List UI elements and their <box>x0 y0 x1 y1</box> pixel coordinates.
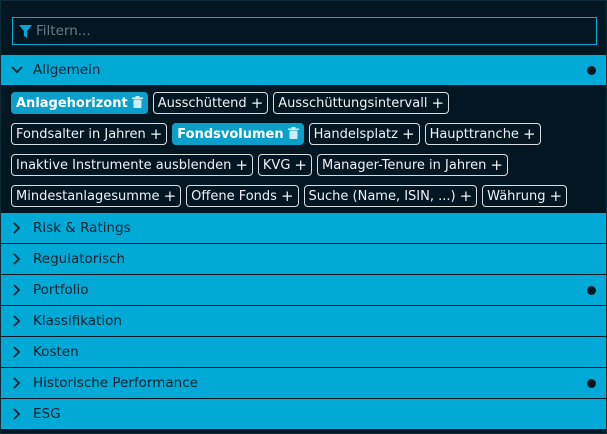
plus-icon[interactable]: + <box>431 93 445 112</box>
section-label: Portfolio <box>33 282 89 298</box>
plus-icon[interactable]: + <box>549 186 563 205</box>
section-label: Klassifikation <box>33 313 122 329</box>
section-label: Regulatorisch <box>33 251 126 267</box>
section-header-klassifikation[interactable]: Klassifikation <box>1 306 606 337</box>
chip-label: Haupttranche <box>429 126 519 142</box>
chevron-down-icon <box>11 64 25 76</box>
chip-label: Fondsvolumen <box>177 126 284 142</box>
chip-label: Anlagehorizont <box>16 95 128 111</box>
section-header-regulatorisch[interactable]: Regulatorisch <box>1 244 606 275</box>
section-header-historische-performance[interactable]: Historische Performance <box>1 368 606 399</box>
filter-chip-suche-name-isin[interactable]: Suche (Name, ISIN, ...) + <box>303 185 478 207</box>
section-header-kosten[interactable]: Kosten <box>1 337 606 368</box>
filter-chip-inaktive-instrumente-ausblenden[interactable]: Inaktive Instrumente ausblenden + <box>11 154 253 176</box>
chevron-right-icon <box>11 315 25 327</box>
chevron-right-icon <box>11 253 25 265</box>
trash-icon[interactable] <box>131 95 143 111</box>
filter-chip-handelsplatz[interactable]: Handelsplatz + <box>308 123 420 145</box>
chip-label: KVG <box>262 157 291 173</box>
filter-chips: Anlagehorizont Ausschüttend + Ausschüttungs… <box>1 86 606 213</box>
section-header-portfolio[interactable]: Portfolio <box>1 275 606 306</box>
chip-label: Manager-Tenure in Jahren <box>321 157 487 173</box>
filter-chip-haupttranche[interactable]: Haupttranche + <box>424 123 541 145</box>
filter-chip-mindestanlagesumme[interactable]: Mindestanlagesumme + <box>11 185 182 207</box>
filter-chip-fondsvolumen[interactable]: Fondsvolumen <box>172 123 304 145</box>
plus-icon[interactable]: + <box>490 155 503 174</box>
plus-icon[interactable]: + <box>294 155 307 174</box>
plus-icon[interactable]: + <box>235 155 248 174</box>
filter-chip-offene-fonds[interactable]: Offene Fonds + <box>186 185 299 207</box>
plus-icon[interactable]: + <box>401 124 415 143</box>
filter-chip-manager-tenure-in-jahren[interactable]: Manager-Tenure in Jahren + <box>316 154 508 176</box>
chevron-right-icon <box>11 284 25 296</box>
plus-icon[interactable]: + <box>163 186 177 205</box>
filter-chip-ausschüttungsintervall[interactable]: Ausschüttungsintervall + <box>273 92 450 114</box>
filter-icon <box>19 24 32 38</box>
section-label: Kosten <box>33 344 79 360</box>
filter-chip-währung[interactable]: Währung + <box>482 185 568 207</box>
chip-label: Ausschüttend <box>157 95 247 111</box>
chip-label: Währung <box>487 188 546 204</box>
trash-icon[interactable] <box>287 126 299 142</box>
chip-label: Mindestanlagesumme <box>16 188 160 204</box>
plus-icon[interactable]: + <box>280 186 294 205</box>
filter-input[interactable] <box>36 23 596 39</box>
plus-icon[interactable]: + <box>459 186 473 205</box>
filter-category-list: Allgemein Anlagehorizont Ausschüttend + Auss… <box>1 55 606 430</box>
plus-icon[interactable]: + <box>522 124 536 143</box>
section-header-esg[interactable]: ESG <box>1 399 606 430</box>
active-filter-indicator <box>587 286 596 295</box>
active-filter-indicator <box>587 379 596 388</box>
section-label: Risk & Ratings <box>33 220 131 236</box>
chevron-right-icon <box>11 377 25 389</box>
chip-label: Ausschüttungsintervall <box>278 95 428 111</box>
chip-label: Handelsplatz <box>313 126 398 142</box>
filter-chip-fondsalter-in-jahren[interactable]: Fondsalter in Jahren + <box>11 123 168 145</box>
chevron-right-icon <box>11 222 25 234</box>
chip-label: Inaktive Instrumente ausblenden <box>16 157 232 173</box>
filter-chip-ausschüttend[interactable]: Ausschüttend + <box>152 92 269 114</box>
chevron-right-icon <box>11 408 25 420</box>
section-header-risk-ratings[interactable]: Risk & Ratings <box>1 213 606 244</box>
active-filter-indicator <box>587 66 596 75</box>
filter-chip-kvg[interactable]: KVG + <box>257 154 312 176</box>
section-label: Allgemein <box>33 62 101 78</box>
section-label: Historische Performance <box>33 375 198 391</box>
plus-icon[interactable]: + <box>250 93 264 112</box>
section-header-allgemein[interactable]: Allgemein <box>1 55 606 86</box>
filter-chip-anlagehorizont[interactable]: Anlagehorizont <box>11 92 148 114</box>
section-label: ESG <box>33 406 61 422</box>
filter-field[interactable] <box>12 17 597 45</box>
chip-label: Fondsalter in Jahren <box>16 126 146 142</box>
chevron-right-icon <box>11 346 25 358</box>
chip-label: Offene Fonds <box>191 188 277 204</box>
plus-icon[interactable]: + <box>149 124 163 143</box>
chip-label: Suche (Name, ISIN, ...) <box>308 188 456 204</box>
